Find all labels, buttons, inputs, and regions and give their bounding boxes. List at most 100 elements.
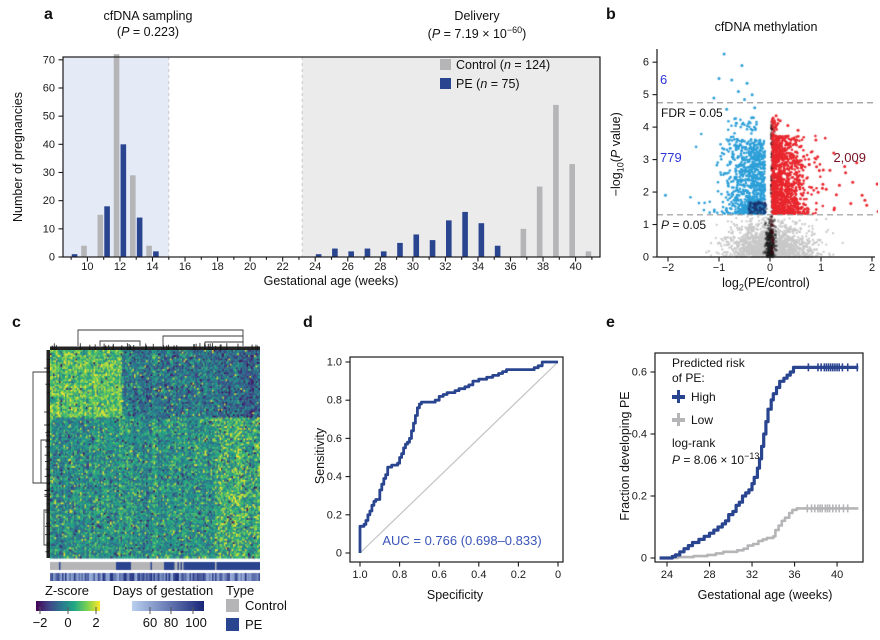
panel-d-label: d [303, 314, 313, 331]
risk-legend-low: Low [672, 413, 713, 427]
pe-bars [71, 144, 501, 257]
svg-text:1: 1 [818, 262, 824, 274]
panel-b-title: cfDNA methylation [714, 20, 818, 34]
days-legend-title: Days of gestation [112, 583, 214, 598]
svg-text:0.6: 0.6 [327, 433, 342, 445]
panel-e-x-axis-label: Gestational age (weeks) [697, 588, 833, 602]
panel-a-label: a [44, 6, 53, 23]
svg-text:40: 40 [831, 569, 843, 581]
svg-text:34: 34 [472, 261, 484, 273]
panel-b-x-axis-label: log2(PE/control) [722, 276, 810, 293]
svg-text:0.8: 0.8 [392, 569, 407, 581]
count-hypermethylated: 2,009 [833, 150, 866, 165]
svg-text:0: 0 [555, 569, 561, 581]
km-curve-low [659, 507, 859, 560]
days-colorbar [132, 601, 204, 611]
svg-text:28: 28 [374, 261, 386, 273]
svg-text:0: 0 [336, 548, 342, 560]
dendrograms [32, 329, 244, 546]
risk-legend-high: High [672, 390, 716, 404]
days-tick-60: 60 [142, 615, 158, 630]
control-swatch [440, 59, 451, 70]
panel-e-label: e [606, 314, 615, 331]
auc-annotation: AUC = 0.766 (0.698–0.833) [382, 533, 542, 548]
control-type-swatch [226, 599, 239, 612]
svg-text:3: 3 [643, 154, 649, 166]
legend-item-control: Control (n = 124) [440, 58, 550, 72]
svg-text:0: 0 [767, 262, 773, 274]
svg-text:0.6: 0.6 [432, 569, 447, 581]
legend-item-pe: PE (n = 75) [440, 77, 520, 91]
svg-text:40: 40 [569, 261, 581, 273]
svg-text:70: 70 [43, 54, 55, 66]
panel-b-y-axis-label: −log10(P value) [608, 112, 626, 197]
panel-a-sampling-pvalue: (P = 0.223) [116, 25, 180, 39]
pe-swatch [440, 78, 451, 89]
volcano-scatter-canvas [650, 40, 878, 262]
panel-c-label: c [12, 314, 21, 331]
svg-text:20: 20 [244, 261, 256, 273]
svg-text:22: 22 [277, 261, 289, 273]
svg-text:24: 24 [661, 569, 673, 581]
svg-text:6: 6 [643, 57, 649, 69]
svg-text:18: 18 [211, 261, 223, 273]
days-tick-80: 80 [163, 615, 179, 630]
svg-text:24: 24 [309, 261, 321, 273]
svg-text:0.2: 0.2 [327, 509, 342, 521]
svg-text:12: 12 [114, 261, 126, 273]
panel-a-y-axis-label: Number of pregnancies [11, 92, 25, 222]
svg-text:30: 30 [43, 167, 55, 179]
svg-text:36: 36 [788, 569, 800, 581]
risk-legend-title-line1: Predicted risk [672, 356, 745, 370]
svg-text:10: 10 [81, 261, 93, 273]
roc-curve [358, 360, 558, 553]
svg-text:32: 32 [439, 261, 451, 273]
svg-text:28: 28 [703, 569, 715, 581]
svg-text:40: 40 [43, 139, 55, 151]
svg-text:2: 2 [643, 187, 649, 199]
svg-text:16: 16 [179, 261, 191, 273]
type-legend-title: Type [226, 583, 255, 598]
svg-text:50: 50 [43, 111, 55, 123]
svg-text:2: 2 [869, 262, 875, 274]
zscore-legend-title: Z-score [44, 583, 90, 598]
svg-text:0.2: 0.2 [632, 491, 647, 503]
pe-type-swatch [226, 618, 239, 631]
km-curve-high [659, 365, 859, 560]
count-above-fdr: 6 [660, 72, 668, 87]
svg-text:5: 5 [643, 89, 649, 101]
high-risk-plus-icon [672, 390, 685, 403]
zscore-tick-neg2: −2 [32, 615, 48, 630]
zscore-tick-2: 2 [92, 615, 100, 630]
svg-text:38: 38 [537, 261, 549, 273]
svg-text:−2: −2 [662, 262, 675, 274]
svg-text:0.4: 0.4 [327, 471, 342, 483]
svg-text:0.4: 0.4 [632, 429, 647, 441]
panel-b-label: b [606, 6, 616, 23]
type-legend-pe: PE [226, 617, 262, 632]
svg-text:14: 14 [146, 261, 158, 273]
logrank-p-value: P = 8.06 × 10−13 [672, 451, 760, 467]
svg-text:0: 0 [641, 553, 647, 565]
zscore-tick-0: 0 [64, 615, 72, 630]
panel-a-x-axis-label: Gestational age (weeks) [263, 274, 399, 288]
svg-text:30: 30 [407, 261, 419, 273]
svg-text:0.8: 0.8 [327, 395, 342, 407]
panel-d-x-axis-label: Specificity [426, 588, 484, 602]
svg-text:1.0: 1.0 [327, 357, 342, 369]
panel-d-y-axis-label: Sensitivity [313, 427, 327, 485]
svg-text:0: 0 [643, 252, 649, 264]
svg-text:0.6: 0.6 [632, 367, 647, 379]
count-hypomethylated: 779 [660, 150, 682, 165]
risk-legend-title-line2: of PE: [672, 371, 705, 385]
panel-e-y-axis-label: Fraction developing PE [618, 391, 632, 521]
svg-text:20: 20 [43, 195, 55, 207]
methylation-heatmap-canvas [50, 350, 260, 581]
logrank-label: log-rank [672, 436, 716, 450]
svg-text:−1: −1 [713, 262, 726, 274]
svg-text:0.4: 0.4 [471, 569, 486, 581]
low-risk-plus-icon [672, 413, 685, 426]
control-bars [81, 54, 592, 257]
svg-text:36: 36 [504, 261, 516, 273]
